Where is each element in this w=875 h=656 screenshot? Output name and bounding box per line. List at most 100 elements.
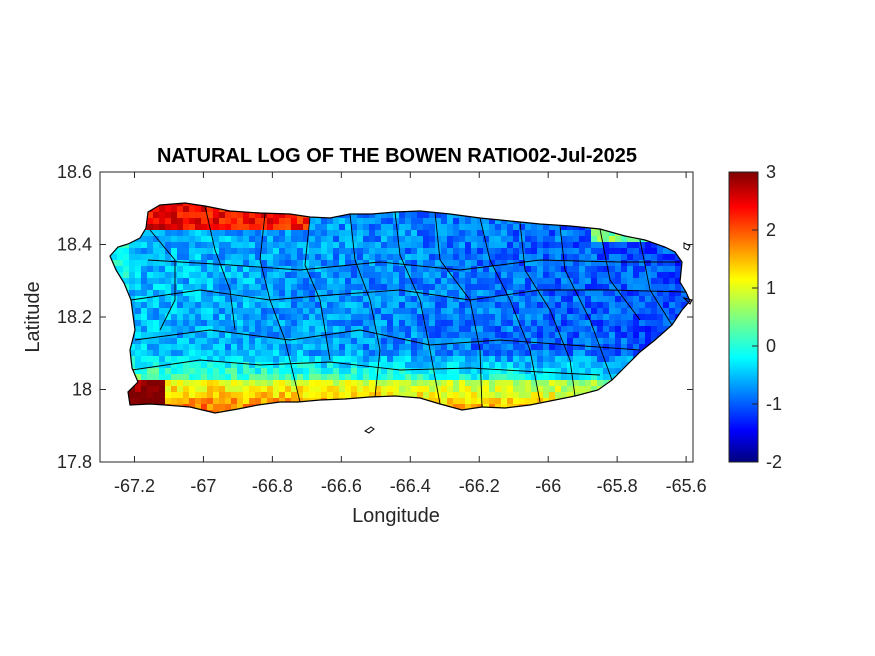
field-cell	[417, 320, 424, 327]
field-cell	[315, 326, 322, 333]
field-cell	[387, 326, 394, 333]
field-cell	[327, 248, 334, 255]
field-cell	[459, 326, 466, 333]
field-cell	[555, 314, 562, 321]
field-cell	[597, 272, 604, 279]
field-cell	[561, 320, 568, 327]
field-cell	[345, 374, 352, 381]
field-cell	[639, 302, 646, 309]
field-cell	[597, 302, 604, 309]
field-cell	[279, 386, 286, 393]
field-cell	[633, 254, 640, 261]
field-cell	[369, 248, 376, 255]
field-cell	[429, 344, 436, 351]
field-cell	[495, 350, 502, 357]
field-cell	[579, 350, 586, 357]
field-cell	[357, 326, 364, 333]
field-cell	[153, 212, 160, 219]
y-tick-label: 18.6	[57, 162, 92, 182]
field-cell	[177, 224, 184, 231]
field-cell	[543, 242, 550, 249]
field-cell	[171, 338, 178, 345]
field-cell	[579, 314, 586, 321]
field-cell	[615, 290, 622, 297]
field-cell	[279, 272, 286, 279]
field-cell	[561, 344, 568, 351]
field-cell	[525, 344, 532, 351]
field-cell	[291, 368, 298, 375]
field-cell	[525, 380, 532, 387]
field-cell	[345, 224, 352, 231]
field-cell	[153, 284, 160, 291]
field-cell	[381, 224, 388, 231]
field-cell	[393, 326, 400, 333]
field-cell	[579, 320, 586, 327]
field-cell	[501, 338, 508, 345]
field-cell	[429, 314, 436, 321]
field-cell	[297, 272, 304, 279]
field-cell	[267, 254, 274, 261]
field-cell	[213, 344, 220, 351]
field-cell	[591, 260, 598, 267]
field-cell	[537, 260, 544, 267]
field-cell	[537, 224, 544, 231]
field-cell	[405, 278, 412, 285]
field-cell	[123, 242, 130, 249]
field-cell	[249, 296, 256, 303]
field-cell	[207, 218, 214, 225]
field-cell	[441, 242, 448, 249]
field-cell	[663, 290, 670, 297]
y-tick-label: 17.8	[57, 452, 92, 472]
field-cell	[351, 368, 358, 375]
field-cell	[645, 314, 652, 321]
field-cell	[369, 296, 376, 303]
field-cell	[519, 386, 526, 393]
field-cell	[633, 320, 640, 327]
field-cell	[405, 242, 412, 249]
field-cell	[603, 314, 610, 321]
field-cell	[345, 230, 352, 237]
field-cell	[453, 386, 460, 393]
field-cell	[441, 236, 448, 243]
field-cell	[495, 224, 502, 231]
field-cell	[369, 374, 376, 381]
field-cell	[213, 218, 220, 225]
field-cell	[411, 320, 418, 327]
field-cell	[501, 248, 508, 255]
field-cell	[639, 272, 646, 279]
field-cell	[471, 368, 478, 375]
field-cell	[171, 344, 178, 351]
field-cell	[597, 368, 604, 375]
field-cell	[519, 320, 526, 327]
field-cell	[429, 224, 436, 231]
field-cell	[309, 356, 316, 363]
field-cell	[519, 392, 526, 399]
field-cell	[693, 362, 700, 369]
field-cell	[339, 392, 346, 399]
field-cell	[447, 320, 454, 327]
field-cell	[369, 350, 376, 357]
field-cell	[531, 290, 538, 297]
field-cell	[477, 380, 484, 387]
field-cell	[159, 332, 166, 339]
field-cell	[135, 374, 142, 381]
field-cell	[477, 242, 484, 249]
field-cell	[453, 368, 460, 375]
field-cell	[573, 350, 580, 357]
field-cell	[153, 248, 160, 255]
field-cell	[159, 380, 166, 387]
field-cell	[231, 392, 238, 399]
field-cell	[375, 332, 382, 339]
field-cell	[453, 314, 460, 321]
field-cell	[495, 320, 502, 327]
field-cell	[285, 236, 292, 243]
field-cell	[393, 308, 400, 315]
field-cell	[159, 302, 166, 309]
field-cell	[459, 284, 466, 291]
field-cell	[207, 326, 214, 333]
field-cell	[531, 296, 538, 303]
field-cell	[135, 308, 142, 315]
field-cell	[279, 368, 286, 375]
field-cell	[333, 242, 340, 249]
